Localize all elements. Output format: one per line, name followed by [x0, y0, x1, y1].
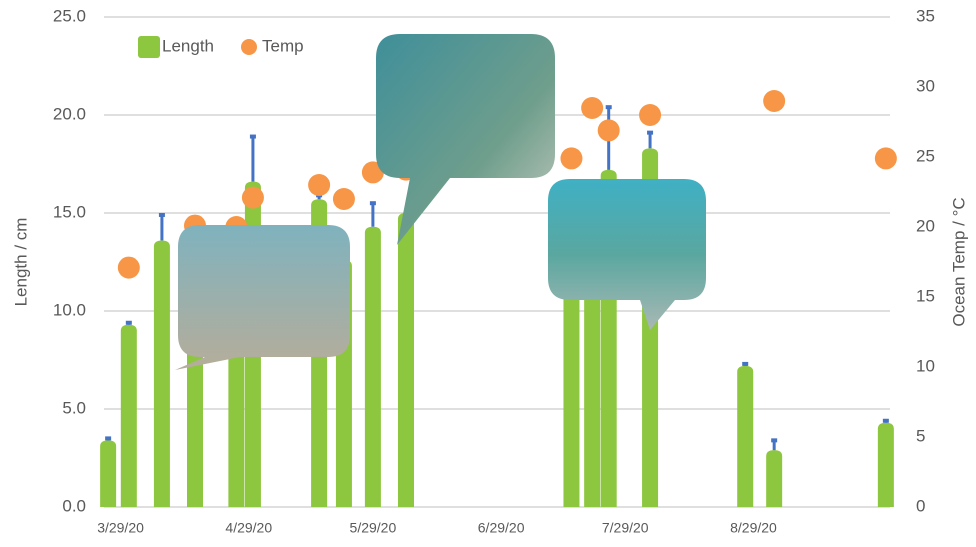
- error-cap: [126, 321, 132, 325]
- temp-point: [875, 147, 897, 169]
- error-cap: [742, 362, 748, 366]
- bar: [563, 272, 579, 507]
- x-tick-label: 8/29/20: [730, 520, 777, 536]
- temp-point: [560, 147, 582, 169]
- y2-axis-title: Ocean Temp / °C: [949, 197, 968, 326]
- y-tick-label: 20.0: [53, 104, 86, 123]
- y-tick-label: 25.0: [53, 6, 86, 25]
- temp-point: [581, 97, 603, 119]
- y2-tick-label: 35: [916, 6, 935, 25]
- temp-point: [308, 174, 330, 196]
- y2-tick-label: 5: [916, 426, 925, 445]
- legend-swatch: [241, 39, 257, 55]
- bar: [737, 366, 753, 507]
- bar: [398, 213, 414, 507]
- error-cap: [159, 213, 165, 217]
- error-cap: [647, 131, 653, 135]
- x-tick-label: 5/29/20: [350, 520, 397, 536]
- y2-tick-label: 15: [916, 286, 935, 305]
- y2-tick-label: 25: [916, 146, 935, 165]
- y-tick-label: 15.0: [53, 202, 86, 221]
- temp-point: [118, 257, 140, 279]
- bar: [365, 227, 381, 507]
- x-tick-label: 4/29/20: [225, 520, 272, 536]
- chart: 0.0 5.0 10.0 15.0 20.0 25.0 0 5 10 15 20 25 30 35 3/29…: [0, 0, 976, 547]
- error-cap: [105, 436, 111, 440]
- error-cap: [771, 438, 777, 442]
- y-tick-label: 0.0: [62, 496, 86, 515]
- temp-point: [598, 119, 620, 141]
- y2-tick-label: 10: [916, 356, 935, 375]
- bar: [100, 440, 116, 507]
- y2-tick-label: 0: [916, 496, 925, 515]
- y2-tick-label: 20: [916, 216, 935, 235]
- error-cap: [370, 201, 376, 205]
- bar: [766, 450, 782, 507]
- temp-point: [763, 90, 785, 112]
- y2-tick-label: 30: [916, 76, 935, 95]
- temp-point: [333, 188, 355, 210]
- legend: Length Temp: [138, 36, 304, 58]
- bar: [154, 240, 170, 507]
- bar: [121, 325, 137, 507]
- legend-label: Temp: [262, 36, 304, 55]
- x-tick-label: 7/29/20: [602, 520, 649, 536]
- legend-swatch: [138, 36, 160, 58]
- error-cap: [250, 135, 256, 139]
- y-axis-title: Length / cm: [11, 218, 30, 307]
- legend-label: Length: [162, 36, 214, 55]
- y-tick-label: 10.0: [53, 300, 86, 319]
- y-tick-label: 5.0: [62, 398, 86, 417]
- temp-point: [242, 187, 264, 209]
- x-tick-label: 6/29/20: [478, 520, 525, 536]
- error-cap: [883, 419, 889, 423]
- photo-bubble: [175, 225, 350, 370]
- x-tick-label: 3/29/20: [97, 520, 144, 536]
- bar: [878, 423, 894, 507]
- error-cap: [606, 105, 612, 109]
- temp-point: [639, 104, 661, 126]
